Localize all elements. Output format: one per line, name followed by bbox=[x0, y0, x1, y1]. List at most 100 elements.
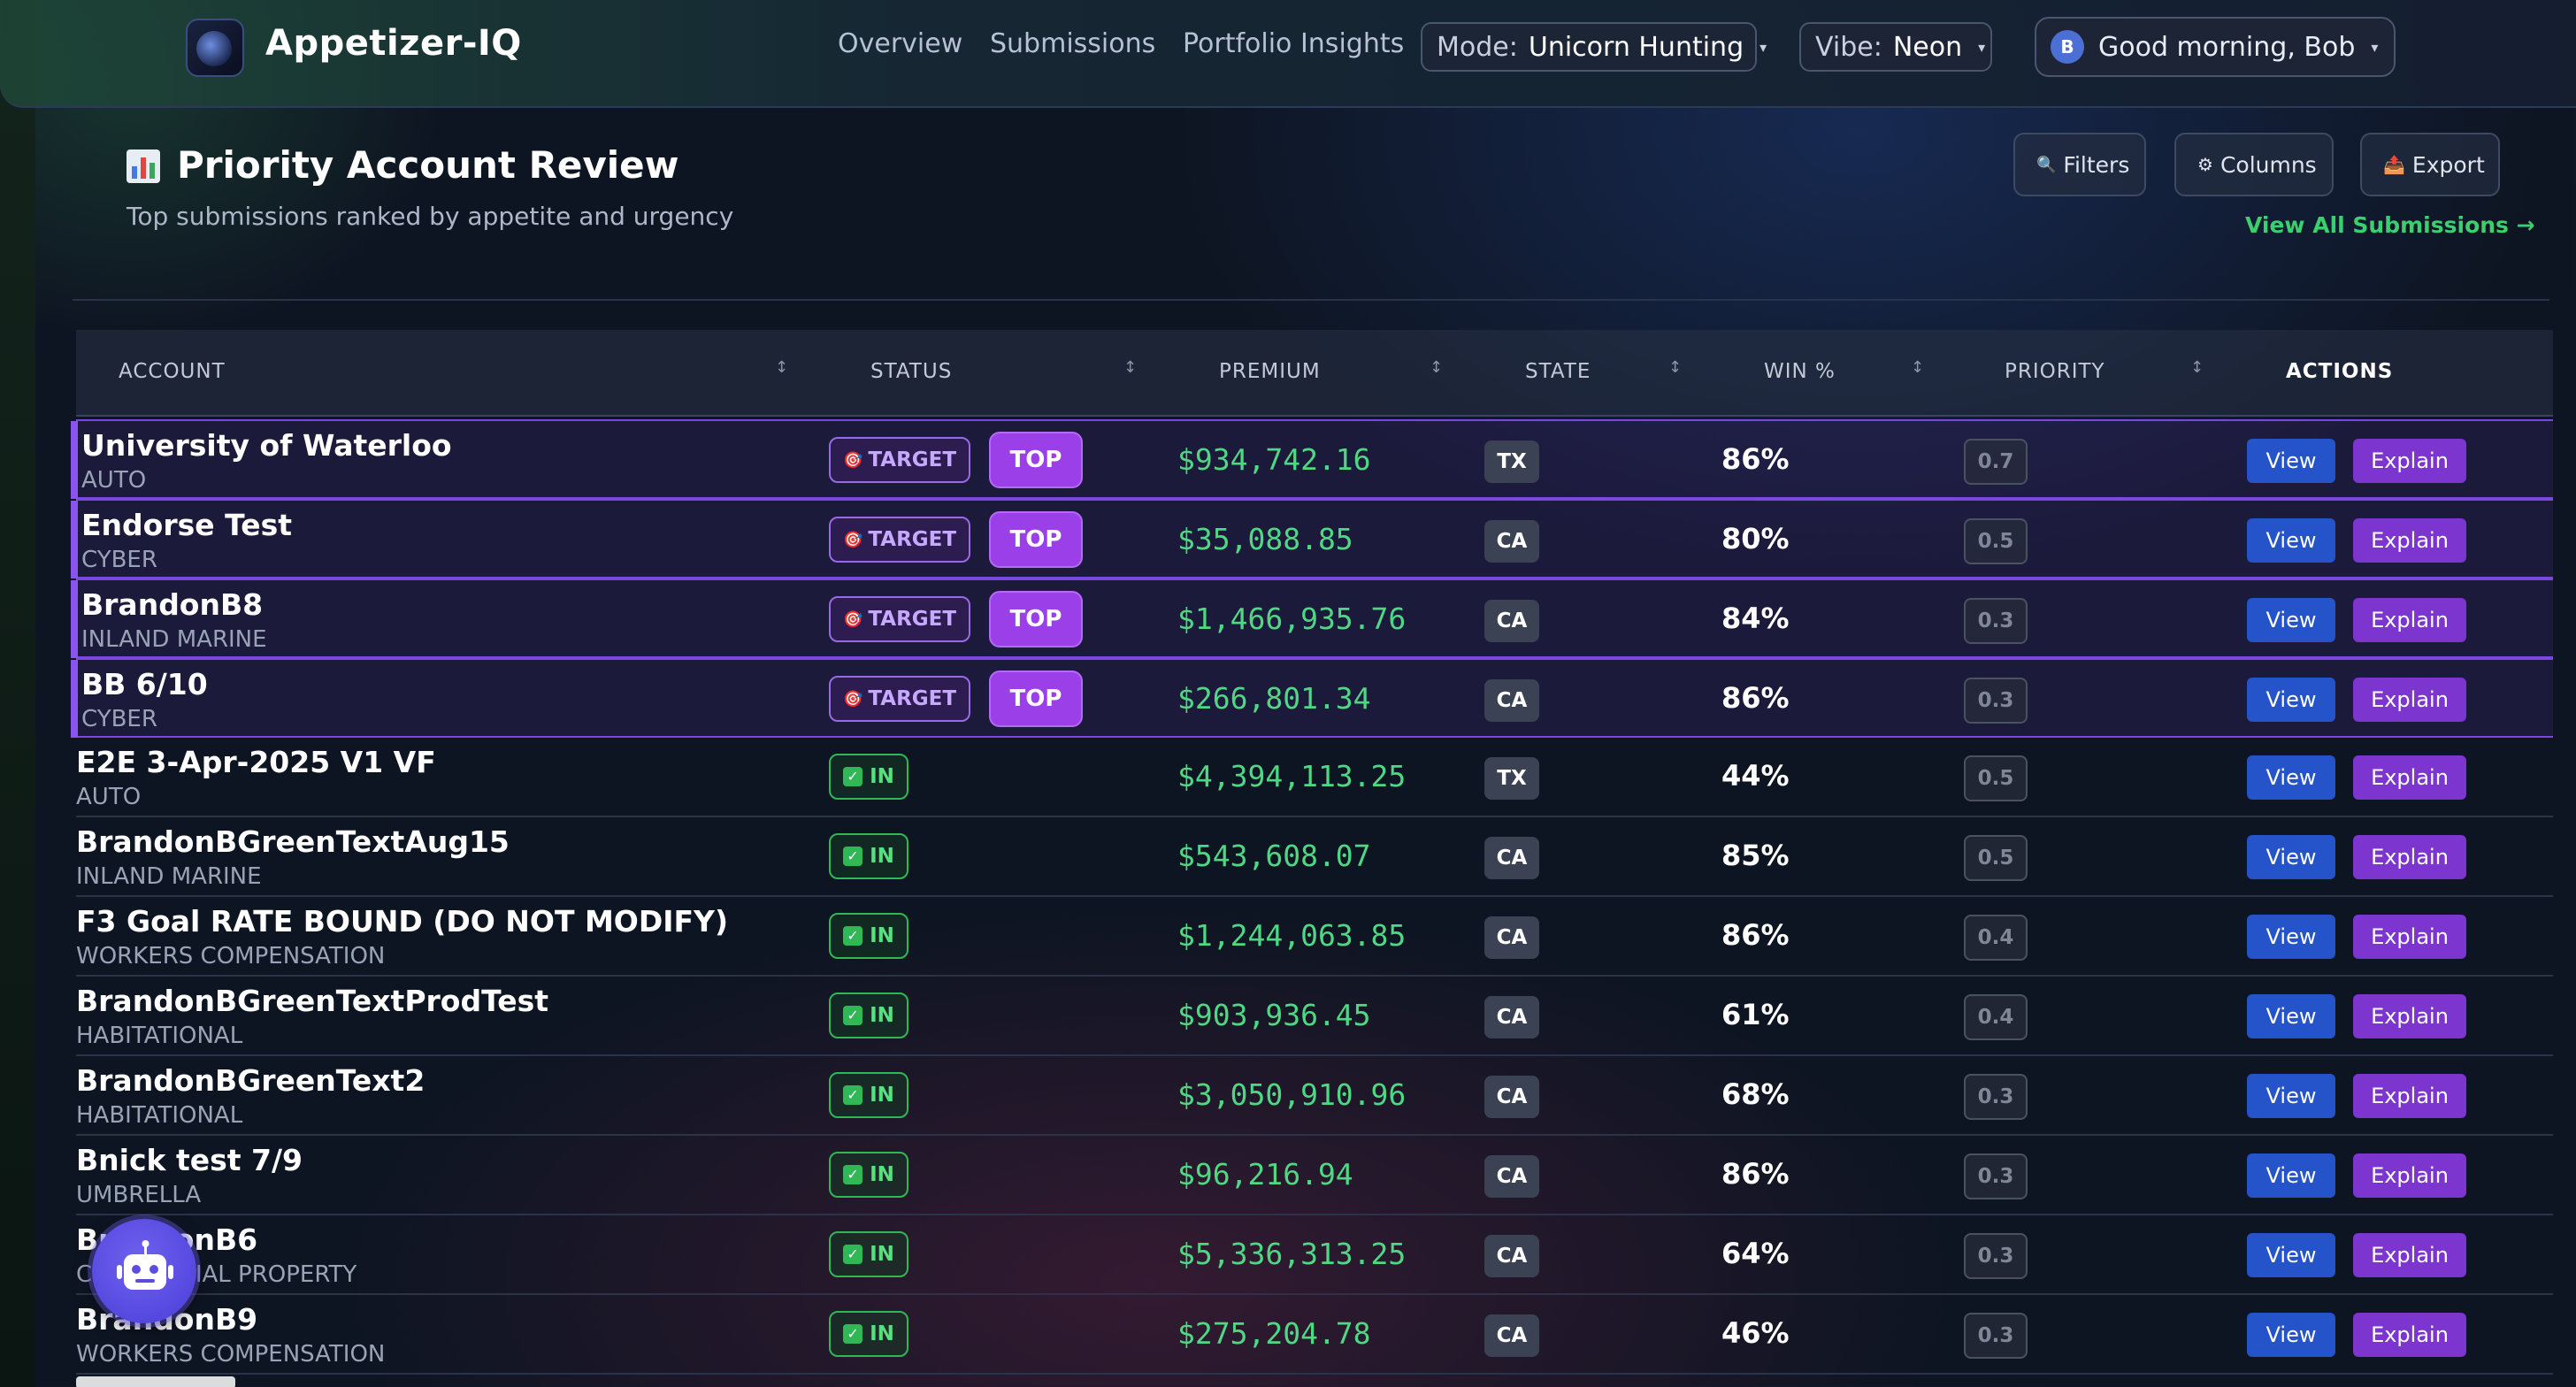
header-win[interactable]: WIN % bbox=[1764, 360, 1836, 383]
explain-button[interactable]: Explain bbox=[2353, 1233, 2466, 1277]
account-name[interactable]: F3 Goal RATE BOUND (DO NOT MODIFY) bbox=[76, 904, 729, 939]
line-of-business: AUTO bbox=[81, 467, 147, 494]
greeting: Good morning, Bob bbox=[2098, 31, 2356, 63]
nav-overview[interactable]: Overview bbox=[838, 28, 963, 59]
in-label: IN bbox=[870, 1004, 894, 1027]
table-row[interactable]: BrandonBGreenTextProdTest HABITATIONAL ✓… bbox=[76, 977, 2553, 1056]
sort-icon[interactable]: ↕ bbox=[2190, 358, 2204, 377]
mode-label: Mode: bbox=[1437, 31, 1518, 63]
explain-button[interactable]: Explain bbox=[2353, 915, 2466, 959]
account-name[interactable]: BrandonBGreenTextProdTest bbox=[76, 984, 548, 1018]
header-status[interactable]: STATUS bbox=[870, 360, 953, 383]
sort-icon[interactable]: ↕ bbox=[1430, 358, 1444, 377]
table-row[interactable]: BrandonB6 COMMERCIAL PROPERTY ✓IN $5,336… bbox=[76, 1215, 2553, 1295]
premium-value: $35,088.85 bbox=[1177, 522, 1353, 556]
table-row[interactable]: BrandonBGreenTextAug15 INLAND MARINE ✓ IN… bbox=[76, 817, 2553, 897]
table-row[interactable]: BrandonB8 INLAND MARINE 🎯 TARGET TOP $1,4… bbox=[71, 579, 2553, 658]
header-state[interactable]: STATE bbox=[1525, 360, 1591, 383]
account-name[interactable]: Endorse Test bbox=[81, 508, 293, 542]
line-of-business: WORKERS COMPENSATION bbox=[76, 1341, 386, 1368]
sort-icon[interactable]: ↕ bbox=[1911, 358, 1925, 377]
view-all-submissions-link[interactable]: View All Submissions → bbox=[2245, 212, 2535, 238]
assistant-button[interactable] bbox=[92, 1219, 196, 1323]
view-button[interactable]: View bbox=[2247, 1153, 2335, 1198]
view-button[interactable]: View bbox=[2247, 1233, 2335, 1277]
sort-icon[interactable]: ↕ bbox=[1123, 358, 1138, 377]
explain-button[interactable]: Explain bbox=[2353, 1074, 2466, 1118]
vibe-dropdown[interactable]: Vibe: Neon ▾ bbox=[1799, 22, 1992, 72]
nav-portfolio-insights[interactable]: Portfolio Insights bbox=[1183, 28, 1405, 59]
table-row[interactable]: University of Waterloo AUTO 🎯 TARGET TOP … bbox=[71, 419, 2553, 499]
sort-icon[interactable]: ↕ bbox=[1668, 358, 1683, 377]
state-badge: CA bbox=[1484, 1076, 1539, 1118]
table-row[interactable]: E2E 3-Apr-2025 V1 VF AUTO ✓ IN $4,394,113… bbox=[76, 738, 2553, 817]
explain-button[interactable]: Explain bbox=[2353, 439, 2466, 483]
chevron-down-icon: ▾ bbox=[2371, 38, 2379, 56]
page-title: Priority Account Review bbox=[177, 143, 679, 187]
state-badge: CA bbox=[1484, 916, 1539, 959]
account-name[interactable]: BrandonBGreenText2 bbox=[76, 1063, 426, 1098]
table-row[interactable]: BrandonB9 WORKERS COMPENSATION ✓ IN $275,… bbox=[76, 1295, 2553, 1375]
in-label: IN bbox=[870, 924, 894, 947]
priority-score: 0.7 bbox=[1964, 439, 2028, 485]
export-button[interactable]: 📤 Export bbox=[2360, 133, 2500, 196]
header-account[interactable]: ACCOUNT bbox=[119, 360, 226, 383]
user-menu[interactable]: B Good morning, Bob ▾ bbox=[2035, 17, 2396, 77]
explain-button[interactable]: Explain bbox=[2353, 518, 2466, 563]
view-button[interactable]: View bbox=[2247, 598, 2335, 642]
table-row[interactable]: Bnick test 7/9 UMBRELLA ✓ IN $96,216.94 C… bbox=[76, 1136, 2553, 1215]
header-premium[interactable]: PREMIUM bbox=[1219, 360, 1321, 383]
explain-button[interactable]: Explain bbox=[2353, 1153, 2466, 1198]
target-icon: 🎯 bbox=[842, 609, 863, 629]
table-row[interactable]: BB 6/10 CYBER 🎯 TARGET TOP $266,801.34 CA… bbox=[71, 658, 2553, 738]
explain-button[interactable]: Explain bbox=[2353, 678, 2466, 722]
view-button[interactable]: View bbox=[2247, 1313, 2335, 1357]
view-button[interactable]: View bbox=[2247, 915, 2335, 959]
priority-score: 0.3 bbox=[1964, 1153, 2028, 1199]
view-button[interactable]: View bbox=[2247, 518, 2335, 563]
account-name[interactable]: BrandonB8 bbox=[81, 587, 264, 622]
account-name[interactable]: BrandonBGreenTextAug15 bbox=[76, 824, 510, 859]
in-badge: ✓ IN bbox=[829, 913, 908, 959]
premium-value: $275,204.78 bbox=[1177, 1316, 1371, 1351]
priority-score: 0.3 bbox=[1964, 1233, 2028, 1279]
table-row[interactable]: Endorse Test CYBER 🎯 TARGET TOP $35,088.8… bbox=[71, 499, 2553, 579]
priority-score: 0.3 bbox=[1964, 678, 2028, 724]
state-badge: CA bbox=[1484, 837, 1539, 879]
account-name[interactable]: University of Waterloo bbox=[81, 428, 452, 463]
win-percent: 86% bbox=[1721, 918, 1790, 952]
premium-value: $1,244,063.85 bbox=[1177, 918, 1407, 953]
account-name[interactable]: E2E 3-Apr-2025 V1 VF bbox=[76, 745, 436, 779]
view-button[interactable]: View bbox=[2247, 835, 2335, 879]
view-button[interactable]: View bbox=[2247, 994, 2335, 1038]
view-button[interactable]: View bbox=[2247, 678, 2335, 722]
explain-button[interactable]: Explain bbox=[2353, 835, 2466, 879]
explain-button[interactable]: Explain bbox=[2353, 994, 2466, 1038]
columns-button[interactable]: ⚙ Columns bbox=[2174, 133, 2334, 196]
explain-button[interactable]: Explain bbox=[2353, 755, 2466, 800]
priority-score: 0.5 bbox=[1964, 835, 2028, 881]
line-of-business: CYBER bbox=[81, 706, 157, 732]
explain-button[interactable]: Explain bbox=[2353, 1313, 2466, 1357]
win-percent: 86% bbox=[1721, 442, 1790, 476]
explain-button[interactable]: Explain bbox=[2353, 598, 2466, 642]
filters-button[interactable]: 🔍 Filters bbox=[2013, 133, 2146, 196]
table-row[interactable]: BrandonBGreenText2 HABITATIONAL ✓ IN $3,0… bbox=[76, 1056, 2553, 1136]
mode-dropdown[interactable]: Mode: Unicorn Hunting ▾ bbox=[1421, 22, 1767, 72]
nav-submissions[interactable]: Submissions bbox=[990, 28, 1156, 59]
header-priority[interactable]: PRIORITY bbox=[2005, 360, 2105, 383]
sort-icon[interactable]: ↕ bbox=[775, 358, 789, 377]
table-row[interactable]: F3 Goal RATE BOUND (DO NOT MODIFY) WORKE… bbox=[76, 897, 2553, 977]
target-badge: 🎯 TARGET bbox=[829, 676, 970, 722]
in-badge: ✓ IN bbox=[829, 1152, 908, 1198]
account-name[interactable]: BB 6/10 bbox=[81, 667, 208, 701]
view-button[interactable]: View bbox=[2247, 755, 2335, 800]
top-badge: TOP bbox=[989, 671, 1083, 727]
bar-chart-icon bbox=[126, 149, 160, 183]
account-name[interactable]: Bnick test 7/9 bbox=[76, 1143, 303, 1177]
state-badge: TX bbox=[1484, 757, 1539, 800]
in-badge: ✓ IN bbox=[829, 1072, 908, 1118]
view-button[interactable]: View bbox=[2247, 439, 2335, 483]
view-button[interactable]: View bbox=[2247, 1074, 2335, 1118]
in-label: IN bbox=[870, 1084, 894, 1107]
